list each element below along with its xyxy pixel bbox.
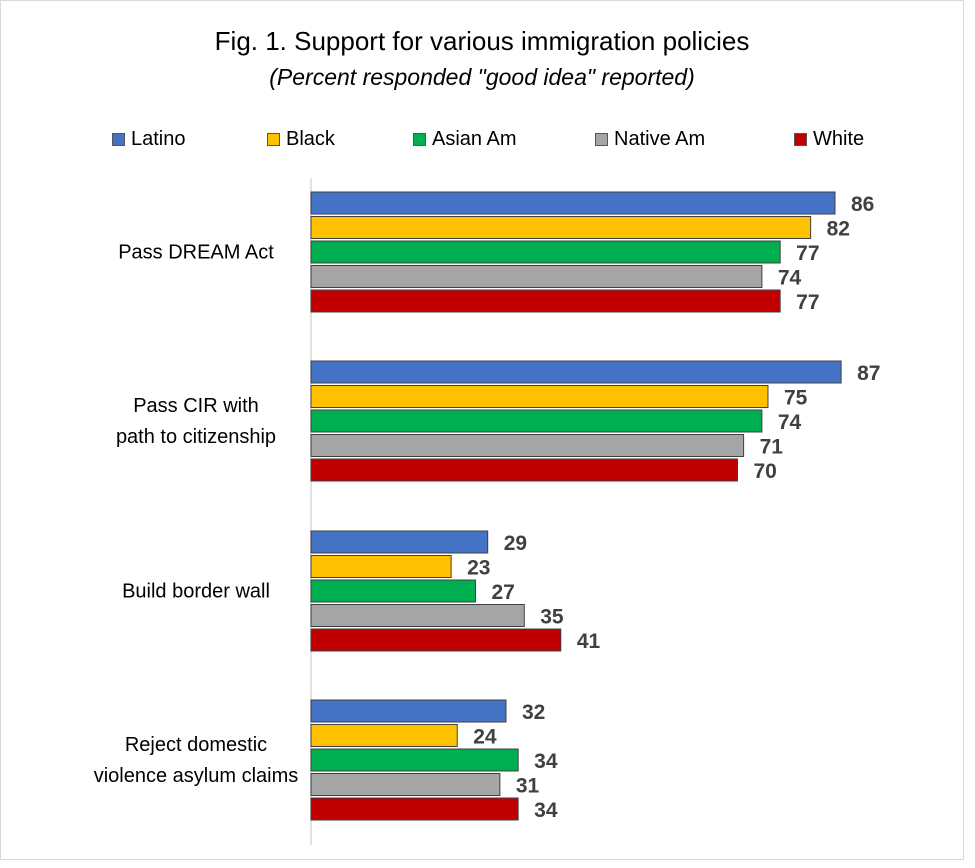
- bar-black-1: [310, 385, 769, 408]
- bar-white-2: [310, 628, 562, 652]
- bar-asian-am-1: [310, 409, 763, 433]
- category-label-1-line-0: Pass CIR with: [133, 395, 259, 417]
- data-label-white-1: 70: [754, 460, 777, 483]
- bar-native-am-3: [310, 773, 501, 796]
- bar-white-0: [310, 289, 781, 313]
- data-label-native-am-1: 71: [760, 436, 784, 459]
- legend-label-black: Black: [286, 128, 335, 150]
- data-label-latino-1: 87: [857, 362, 880, 385]
- data-label-black-0: 82: [827, 218, 850, 241]
- chart-title: Fig. 1. Support for various immigration …: [214, 26, 750, 56]
- legend-label-native-am: Native Am: [614, 128, 706, 150]
- legend-label-asian-am: Asian Am: [432, 128, 517, 150]
- legend-label-white: White: [813, 128, 865, 150]
- data-label-native-am-0: 74: [778, 267, 802, 290]
- bar-latino-3: [310, 699, 507, 723]
- category-label-3-line-0: Reject domestic: [125, 734, 267, 756]
- bar-native-am-2: [310, 604, 525, 627]
- legend-item-native-am: Native Am: [595, 128, 705, 151]
- data-label-black-1: 75: [784, 387, 808, 410]
- data-label-black-2: 23: [467, 557, 490, 580]
- legend-swatch-black: [267, 133, 280, 146]
- bar-asian-am-0: [310, 240, 781, 264]
- data-label-asian-am-2: 27: [492, 581, 515, 604]
- bar-white-3: [310, 797, 519, 821]
- bar-black-2: [310, 555, 452, 578]
- category-label-3-line-1: violence asylum claims: [94, 765, 299, 787]
- category-label-2-line-0: Build border wall: [122, 580, 270, 602]
- legend-swatch-white: [794, 133, 807, 146]
- legend-item-latino: Latino: [112, 128, 186, 151]
- data-label-white-3: 34: [534, 799, 558, 822]
- data-label-latino-2: 29: [504, 532, 527, 555]
- data-label-native-am-2: 35: [540, 606, 564, 629]
- legend-item-asian-am: Asian Am: [413, 128, 516, 151]
- legend-swatch-asian-am: [413, 133, 426, 146]
- chart-subtitle: (Percent responded "good idea" reported): [269, 64, 695, 90]
- legend-swatch-native-am: [595, 133, 608, 146]
- data-label-white-2: 41: [577, 630, 601, 653]
- bar-native-am-1: [310, 434, 745, 457]
- legend-swatch-latino: [112, 133, 125, 146]
- data-label-asian-am-3: 34: [534, 750, 558, 773]
- category-label-0-line-0: Pass DREAM Act: [118, 241, 274, 263]
- data-label-native-am-3: 31: [516, 775, 540, 798]
- bar-black-3: [310, 724, 458, 747]
- data-label-white-0: 77: [796, 291, 819, 314]
- data-label-latino-3: 32: [522, 701, 545, 724]
- category-label-1-line-1: path to citizenship: [116, 426, 276, 448]
- data-label-asian-am-1: 74: [778, 411, 802, 434]
- bar-asian-am-2: [310, 579, 477, 603]
- bar-latino-1: [310, 360, 842, 384]
- data-label-asian-am-0: 77: [796, 242, 819, 265]
- bar-asian-am-3: [310, 748, 519, 772]
- bar-white-1: [310, 458, 739, 482]
- legend: Latino Black Asian Am Native Am White: [0, 128, 964, 152]
- data-label-black-3: 24: [473, 726, 497, 749]
- bar-native-am-0: [310, 265, 763, 288]
- legend-label-latino: Latino: [131, 128, 186, 150]
- bar-latino-2: [310, 530, 489, 554]
- legend-item-black: Black: [267, 128, 335, 151]
- legend-item-white: White: [794, 128, 864, 151]
- data-label-latino-0: 86: [851, 193, 874, 216]
- bar-latino-0: [310, 191, 836, 215]
- bar-black-0: [310, 216, 812, 239]
